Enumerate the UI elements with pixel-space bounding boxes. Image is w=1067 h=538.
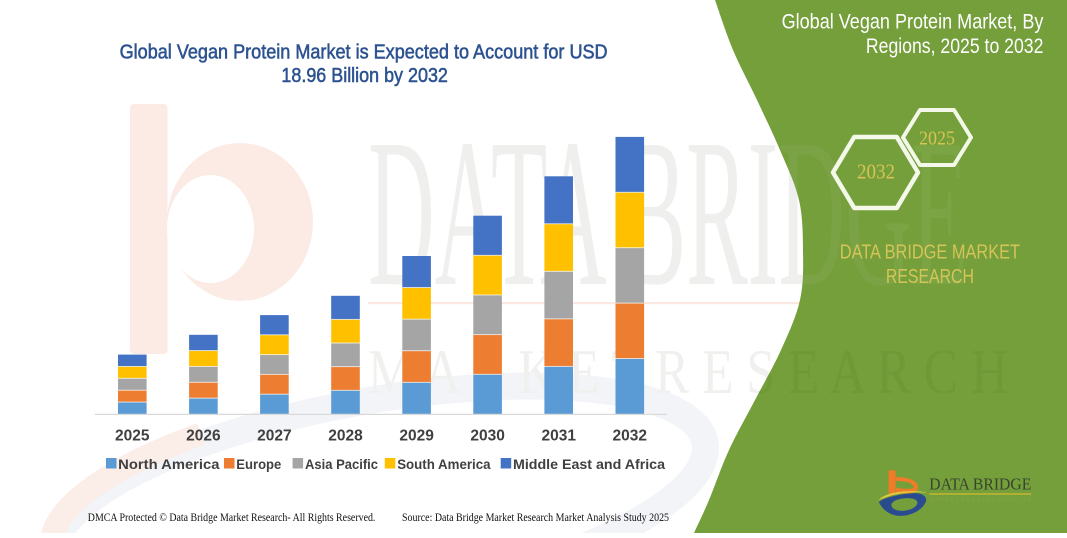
svg-text:2032: 2032	[857, 160, 895, 184]
svg-text:2025: 2025	[115, 428, 150, 445]
svg-text:2025: 2025	[919, 128, 955, 150]
svg-text:RESEARCH: RESEARCH	[886, 266, 974, 288]
svg-text:18.96 Billion by 2032: 18.96 Billion by 2032	[281, 64, 448, 87]
svg-text:Global Vegan Protein Market, B: Global Vegan Protein Market, By	[782, 10, 1044, 34]
svg-text:Asia Pacific: Asia Pacific	[305, 456, 378, 472]
svg-text:South America: South America	[397, 456, 491, 472]
svg-text:M A R K E T R E S E A R C H: M A R K E T R E S E A R C H P V T L T D	[929, 498, 1032, 504]
svg-text:2027: 2027	[257, 428, 291, 445]
svg-text:DATA BRIDGE: DATA BRIDGE	[929, 475, 1031, 494]
svg-text:2026: 2026	[186, 428, 221, 445]
svg-text:2028: 2028	[328, 428, 363, 445]
svg-text:2029: 2029	[399, 428, 434, 445]
svg-text:2030: 2030	[470, 428, 504, 445]
svg-text:Global Vegan Protein Market is: Global Vegan Protein Market is Expected …	[120, 41, 608, 64]
svg-text:Europe: Europe	[236, 456, 281, 472]
svg-text:DATA BRIDGE MARKET: DATA BRIDGE MARKET	[840, 242, 1020, 264]
svg-text:2032: 2032	[613, 428, 647, 445]
svg-text:Middle East and Africa: Middle East and Africa	[513, 456, 665, 472]
svg-text:2031: 2031	[541, 428, 576, 445]
svg-text:Regions, 2025 to 2032: Regions, 2025 to 2032	[866, 34, 1044, 58]
svg-text:DMCA Protected © Data Bridge M: DMCA Protected © Data Bridge Market Rese…	[88, 512, 376, 524]
svg-text:Source: Data Bridge Market Res: Source: Data Bridge Market Research Mark…	[402, 512, 669, 524]
svg-text:North America: North America	[118, 456, 220, 472]
